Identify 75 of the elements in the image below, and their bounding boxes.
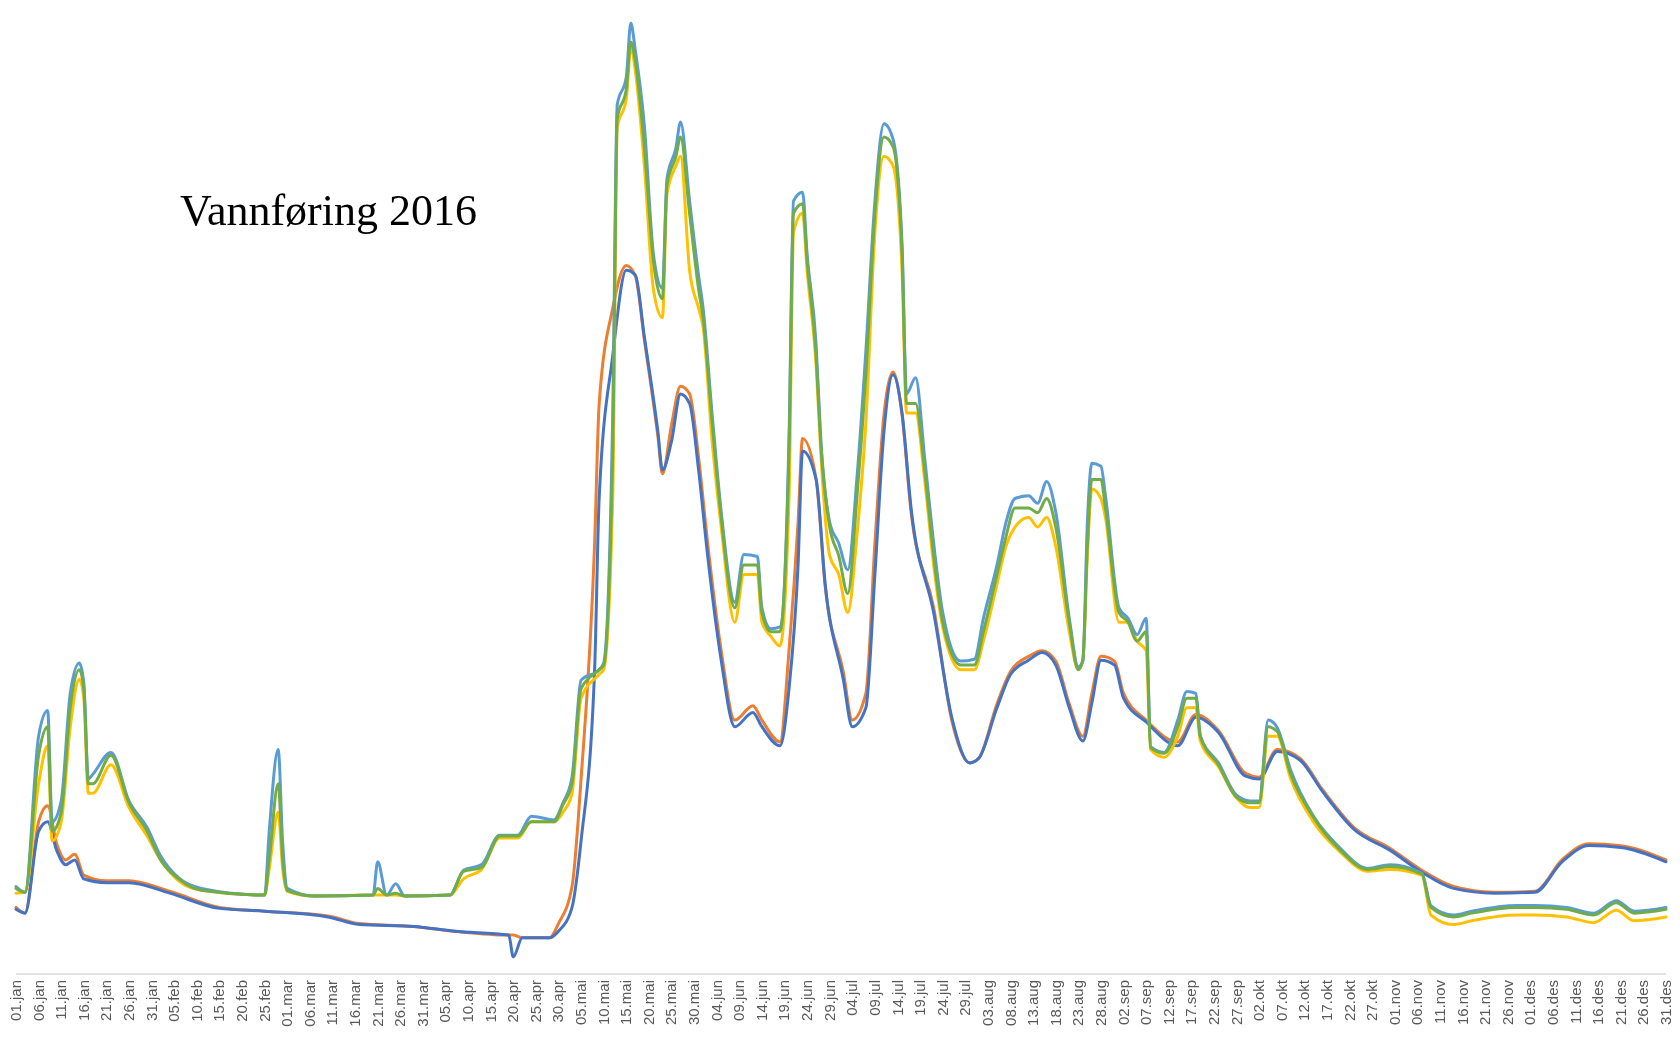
- x-tick-label: 16.nov: [1453, 979, 1471, 1026]
- x-tick-label: 07.sep: [1137, 980, 1155, 1026]
- x-tick-label: 10.feb: [187, 980, 205, 1022]
- x-tick-label: 31.jan: [142, 980, 160, 1021]
- x-tick-label: 06.jan: [29, 980, 47, 1021]
- x-tick-label: 07.okt: [1272, 979, 1290, 1021]
- x-tick-label: 24.jun: [798, 980, 816, 1021]
- x-tick-label: 16.des: [1589, 980, 1607, 1026]
- x-tick-label: 20.apr: [504, 980, 522, 1023]
- x-tick-label: 11.des: [1566, 980, 1584, 1024]
- x-tick-label: 02.sep: [1114, 980, 1132, 1026]
- x-tick-label: 18.aug: [1046, 980, 1064, 1026]
- x-tick-label: 01.jan: [7, 980, 24, 1021]
- x-tick-label: 31.des: [1657, 980, 1674, 1026]
- x-tick-label: 17.sep: [1182, 980, 1200, 1026]
- text: Vannføring 2016: [180, 186, 477, 235]
- x-tick-label: 15.mai: [617, 980, 635, 1026]
- x-tick-label: 16.jan: [74, 980, 92, 1021]
- x-tick-label: 11.mar: [323, 980, 341, 1026]
- x-tick-label: 05.mai: [572, 980, 590, 1026]
- x-tick-label: 20.mai: [639, 980, 657, 1026]
- x-tick-label: 30.mai: [685, 980, 703, 1026]
- x-tick-label: 19.jul: [911, 980, 929, 1016]
- x-tick-label: 24.jul: [933, 980, 951, 1016]
- x-tick-label: 17.okt: [1317, 979, 1335, 1021]
- x-tick-label: 13.aug: [1024, 980, 1042, 1026]
- x-tick-label: 21.mar: [368, 980, 386, 1027]
- x-tick-label: 28.aug: [1091, 980, 1109, 1026]
- x-tick-label: 25.feb: [255, 980, 273, 1022]
- x-tick-label: 04.jul: [843, 980, 861, 1016]
- x-tick-label: 11.nov: [1430, 979, 1448, 1024]
- x-tick-label: 26.mar: [391, 980, 409, 1027]
- x-tick-label: 14.jul: [888, 980, 906, 1016]
- x-tick-label: 08.aug: [1001, 980, 1019, 1026]
- x-tick-label: 10.mai: [594, 980, 612, 1026]
- x-tick-label: 30.apr: [549, 980, 567, 1023]
- x-tick-label: 03.aug: [978, 980, 996, 1026]
- x-tick-label: 15.feb: [210, 980, 228, 1022]
- x-tick-label: 21.des: [1611, 980, 1629, 1026]
- x-tick-label: 25.mai: [662, 980, 680, 1026]
- x-tick-label: 29.jul: [956, 980, 974, 1016]
- x-tick-label: 15.apr: [481, 980, 499, 1023]
- x-tick-label: 26.des: [1634, 980, 1652, 1026]
- x-tick-label: 02.okt: [1250, 979, 1268, 1021]
- x-tick-label: 31.mar: [413, 980, 431, 1027]
- x-tick-label: 19.jun: [775, 980, 793, 1021]
- x-tick-label: 26.nov: [1498, 979, 1516, 1026]
- x-tick-label: 11.jan: [52, 980, 70, 1020]
- x-tick-label: 25.apr: [526, 980, 544, 1023]
- x-tick-label: 01.des: [1521, 980, 1539, 1026]
- x-tick-label: 26.jan: [120, 980, 138, 1021]
- x-tick-label: 05.feb: [165, 980, 183, 1022]
- x-tick-label: 12.okt: [1295, 979, 1313, 1021]
- x-tick-label: 06.nov: [1408, 979, 1426, 1026]
- x-tick-label: 09.jul: [865, 980, 883, 1016]
- x-tick-label: 21.nov: [1476, 979, 1494, 1026]
- x-tick-label: 06.mar: [300, 980, 318, 1027]
- x-tick-label: 27.okt: [1363, 979, 1381, 1021]
- x-tick-label: 27.sep: [1227, 980, 1245, 1026]
- x-tick-label: 04.jun: [707, 980, 725, 1021]
- x-tick-label: 06.des: [1543, 980, 1561, 1026]
- x-tick-label: 16.mar: [346, 980, 364, 1027]
- x-tick-label: 01.mar: [278, 980, 296, 1027]
- x-tick-label: 21.jan: [97, 980, 115, 1021]
- x-tick-label: 12.sep: [1159, 980, 1177, 1026]
- x-tick-label: 20.feb: [233, 980, 251, 1022]
- x-tick-label: 23.aug: [1069, 980, 1087, 1026]
- x-tick-label: 14.jun: [752, 980, 770, 1021]
- x-tick-label: 10.apr: [459, 980, 477, 1023]
- x-tick-label: 22.sep: [1204, 980, 1222, 1026]
- x-tick-label: 05.apr: [436, 980, 454, 1023]
- x-tick-label: 29.jun: [820, 980, 838, 1021]
- x-tick-label: 09.jun: [730, 980, 748, 1021]
- x-tick-label: 01.nov: [1385, 979, 1403, 1026]
- x-tick-label: 22.okt: [1340, 979, 1358, 1021]
